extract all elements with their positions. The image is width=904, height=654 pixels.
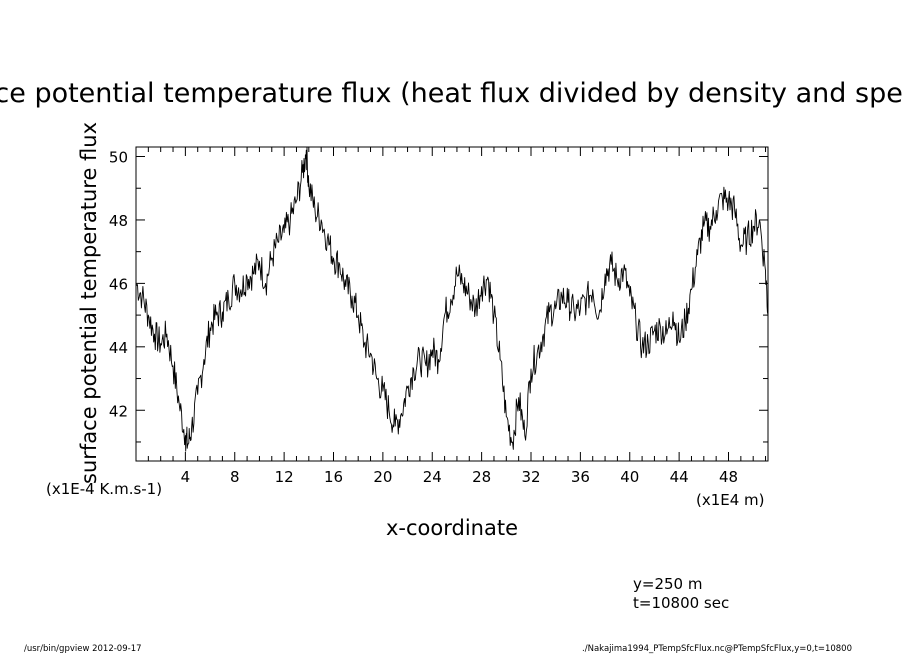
footer-left: /usr/bin/gpview 2012-09-17 [24,644,142,654]
x-tick-label: 48 [719,468,738,486]
data-line [135,146,769,452]
y-axis-label: surface potential temperature flux [77,122,101,484]
x-tick-label: 4 [181,468,191,486]
plot-frame [135,146,769,462]
x-tick-label: 40 [620,468,639,486]
x-axis-label: x-coordinate [386,516,518,540]
y-tick-label: 50 [109,149,128,167]
x-tick-label: 24 [423,468,442,486]
footer-right: ./Nakajima1994_PTempSfcFlux.nc@PTempSfcF… [582,644,852,654]
y-tick-label: 46 [109,275,128,293]
x-tick-label: 16 [324,468,343,486]
x-axis-ticks: 4 8 12 16 20 24 28 32 36 40 44 48 [147,147,767,486]
x-tick-label: 12 [275,468,294,486]
x-tick-label: 28 [472,468,491,486]
y-tick-label: 42 [109,402,128,420]
y-axis-unit: (x1E-4 K.m.s-1) [46,480,162,498]
y-axis-ticks: 42 44 46 48 50 [109,149,768,443]
time-info: t=10800 sec [633,594,729,612]
x-axis-unit: (x1E4 m) [696,491,765,509]
x-tick-label: 36 [571,468,590,486]
y-tick-label: 44 [109,339,128,357]
x-tick-label: 44 [670,468,689,486]
x-tick-label: 20 [373,468,392,486]
y-axis-label-group: surface potential temperature flux [77,122,101,484]
x-tick-label: 8 [230,468,240,486]
y-tick-label: 48 [109,212,128,230]
x-tick-label: 32 [521,468,540,486]
chart-title: Surface potential temperature flux (heat… [0,78,904,109]
y-position-info: y=250 m [633,575,702,593]
